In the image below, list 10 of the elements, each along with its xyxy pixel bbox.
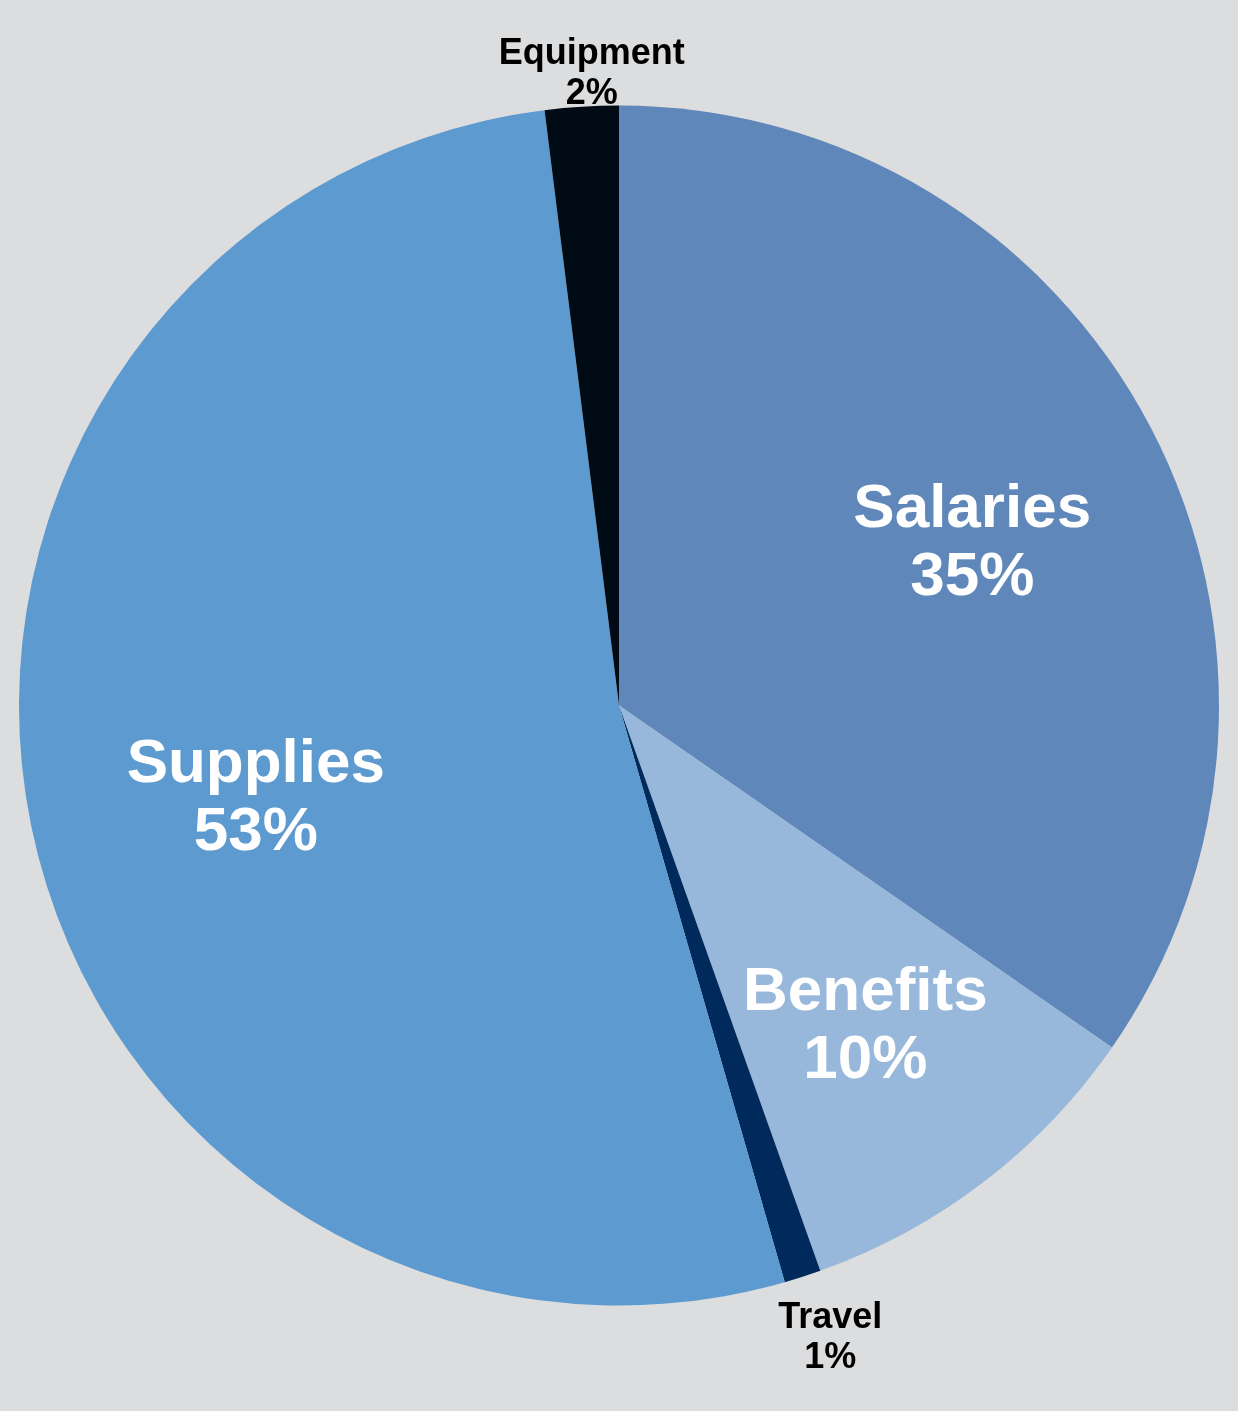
slice-label: Equipment xyxy=(498,31,685,73)
slice-label: Salaries xyxy=(853,470,1092,540)
data-label: 53% xyxy=(193,794,318,864)
slice-label: Supplies xyxy=(126,726,386,796)
slice-label: Benefits xyxy=(743,953,988,1023)
slice-label: Travel xyxy=(778,1295,883,1337)
data-label: 2% xyxy=(565,71,618,113)
data-label: 10% xyxy=(803,1022,928,1092)
data-label: 35% xyxy=(910,539,1035,609)
data-label: 1% xyxy=(804,1334,857,1376)
